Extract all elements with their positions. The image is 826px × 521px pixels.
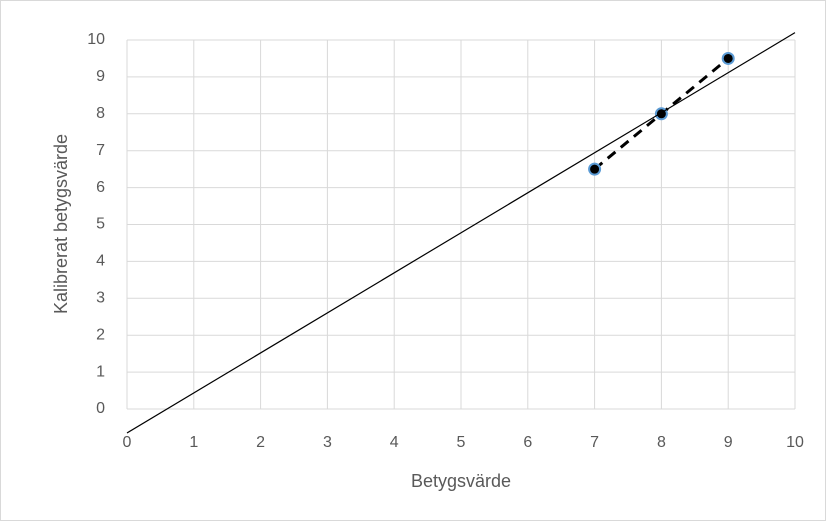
- y-tick-label: 0: [96, 400, 105, 417]
- y-tick-label: 6: [96, 179, 105, 196]
- y-tick-label: 5: [96, 216, 105, 233]
- x-tick-label: 9: [724, 434, 733, 451]
- x-tick-label: 7: [590, 434, 599, 451]
- data-point: [721, 51, 735, 65]
- y-tick-label: 4: [96, 253, 105, 270]
- x-tick-label: 0: [123, 434, 132, 451]
- x-tick-label: 8: [657, 434, 666, 451]
- x-tick-label: 10: [786, 434, 804, 451]
- x-tick-label: 3: [323, 434, 332, 451]
- y-tick-label: 2: [96, 326, 105, 343]
- x-axis-label: Betygsvärde: [411, 471, 511, 491]
- data-point: [588, 162, 602, 176]
- y-tick-label: 1: [96, 363, 105, 380]
- y-tick-label: 10: [87, 31, 105, 48]
- x-tick-label: 4: [390, 434, 399, 451]
- series-line: [126, 32, 796, 434]
- y-tick-label: 3: [96, 290, 105, 307]
- y-tick-label: 7: [96, 142, 105, 159]
- y-tick-label: 9: [96, 68, 105, 85]
- x-tick-label: 2: [256, 434, 265, 451]
- x-tick-label: 1: [189, 434, 198, 451]
- y-tick-label: 8: [96, 105, 105, 122]
- x-tick-label: 5: [457, 434, 466, 451]
- y-axis-label: Kalibrerat betygsvärde: [51, 134, 71, 314]
- x-tick-label: 6: [523, 434, 532, 451]
